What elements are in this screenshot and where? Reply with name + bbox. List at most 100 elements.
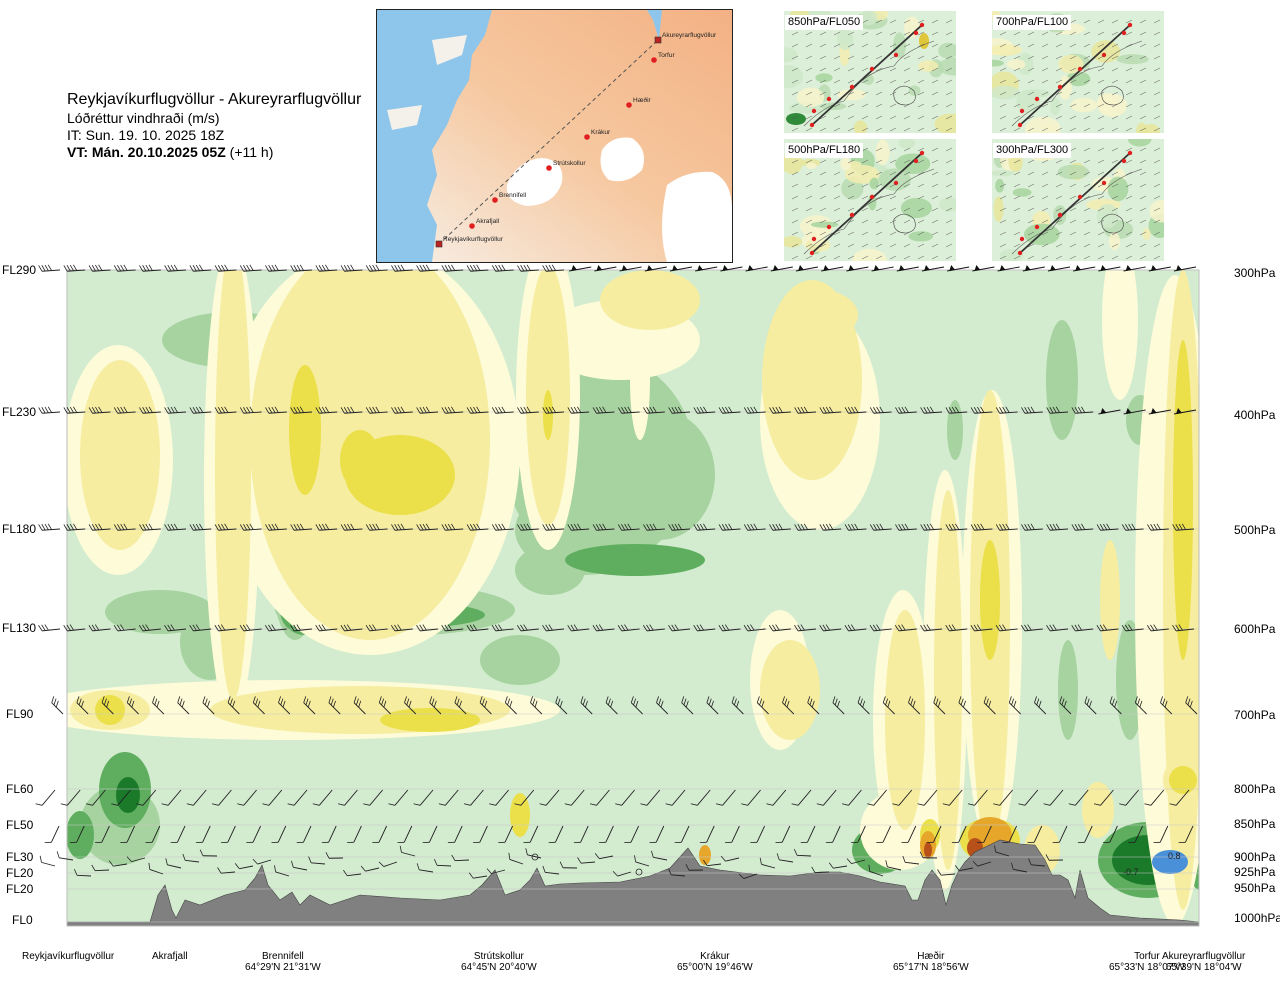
wind-barb (958, 696, 971, 715)
location-name: Akrafjall (152, 951, 188, 962)
mini-wind-barb (861, 91, 869, 96)
wind-barb (844, 406, 867, 414)
calm-marker (531, 853, 539, 861)
mini-wind-barb (875, 243, 883, 248)
mini-field-cell (1142, 228, 1151, 241)
mini-wind-barb (1069, 219, 1077, 224)
wind-barb (126, 696, 139, 715)
fl-label: FL90 (6, 707, 34, 721)
mini-wind-barb (999, 159, 1007, 164)
wind-barb (649, 825, 665, 843)
wind-barb (589, 789, 610, 806)
mini-wind-barb (1055, 171, 1063, 176)
wind-barb (38, 523, 61, 531)
mini-waypoint (1127, 150, 1133, 156)
wind-barb (388, 789, 409, 806)
mini-field-cell (1024, 116, 1061, 133)
field-cell (80, 360, 160, 550)
mini-wind-barb (847, 67, 855, 72)
wind-barb (693, 624, 716, 632)
wind-barb (791, 789, 812, 806)
wind-barb (945, 624, 968, 632)
wind-barb (315, 523, 338, 531)
wind-barb (325, 852, 344, 859)
wind-barb (592, 523, 615, 531)
mini-wind-barb (999, 67, 1007, 72)
wind-barb (690, 789, 711, 806)
hpa-label: 950hPa (1234, 881, 1276, 895)
mini-wind-barb (805, 91, 813, 96)
wind-barb (668, 406, 691, 414)
mini-wind-barb (1013, 195, 1021, 200)
waypoint-marker (584, 134, 590, 140)
mini-wind-barb (819, 31, 827, 36)
wind-barb (214, 406, 237, 414)
mini-field-cell (995, 178, 1005, 193)
mini-wind-barb (999, 127, 1007, 132)
wind-barb (1147, 523, 1169, 531)
wind-barb (1121, 523, 1144, 531)
mini-field-cell (1142, 123, 1160, 133)
wind-barb (1021, 406, 1043, 414)
wind-barb (441, 264, 464, 272)
mini-wind-barb (1125, 91, 1133, 96)
wind-barb (530, 696, 543, 715)
mini-field-cell (934, 113, 956, 133)
wind-barb-pennant (997, 265, 1020, 272)
wind-barb (542, 624, 565, 632)
mini-wind-barb (833, 79, 841, 84)
mini-wind-barb (1125, 219, 1133, 224)
mini-wind-barb (791, 159, 799, 164)
wind-barb-pennant (1173, 408, 1197, 415)
wind-barb (271, 825, 287, 843)
mini-field-cell (1007, 59, 1026, 70)
mini-wind-barb (889, 67, 897, 72)
mini-wind-barb (1097, 183, 1105, 188)
mini-wind-barb (1111, 67, 1119, 72)
mini-wind-barb (819, 183, 827, 188)
wind-barb (88, 523, 111, 531)
wind-barb (234, 863, 254, 870)
wind-barb (885, 860, 902, 871)
mini-wind-barb (805, 31, 813, 36)
wind-barb (1002, 825, 1018, 843)
wind-barb (919, 851, 938, 859)
mini-wind-barb (1097, 43, 1105, 48)
mini-field-cell (918, 60, 939, 72)
wind-barb-pennant (871, 265, 894, 272)
fl-label: FL0 (12, 913, 33, 927)
mini-wind-barb (1139, 19, 1147, 24)
mini-route-line (811, 152, 923, 254)
mini-waypoint (913, 158, 919, 164)
mini-wind-barb (1027, 183, 1035, 188)
mini-wind-barb (903, 103, 911, 108)
mini-wind-barb (875, 171, 883, 176)
wind-barb (399, 845, 416, 857)
mini-wind-barb (875, 147, 883, 152)
mini-wind-barb (791, 79, 799, 84)
waypoint-label: Akureyrarflugvöllur (662, 32, 717, 39)
wind-barb (390, 624, 413, 632)
wind-barb (491, 264, 514, 272)
wind-barb (743, 523, 766, 531)
wind-barb (892, 789, 913, 806)
wind-barb (844, 624, 867, 632)
mini-wind-barb (1139, 171, 1147, 176)
wind-barb (651, 850, 668, 861)
wind-barb (221, 825, 236, 843)
mini-wind-barb (999, 171, 1007, 176)
field-cell (600, 270, 700, 330)
mini-coastline (1011, 40, 1143, 127)
wind-barb (491, 523, 514, 531)
wind-barb (489, 789, 509, 806)
wind-barb (265, 406, 287, 414)
mini-wind-barb (903, 43, 911, 48)
wind-barb (977, 825, 992, 843)
mini-wind-barb (1041, 127, 1049, 132)
waypoint-marker (469, 223, 475, 229)
mini-wind-barb (1139, 255, 1147, 260)
location-reykjavik: Reykjavíkurflugvöllur (22, 951, 114, 962)
mini-wind-barb (931, 31, 939, 36)
mini-field-cell (1020, 89, 1051, 98)
mini-wind-barb (847, 171, 855, 176)
